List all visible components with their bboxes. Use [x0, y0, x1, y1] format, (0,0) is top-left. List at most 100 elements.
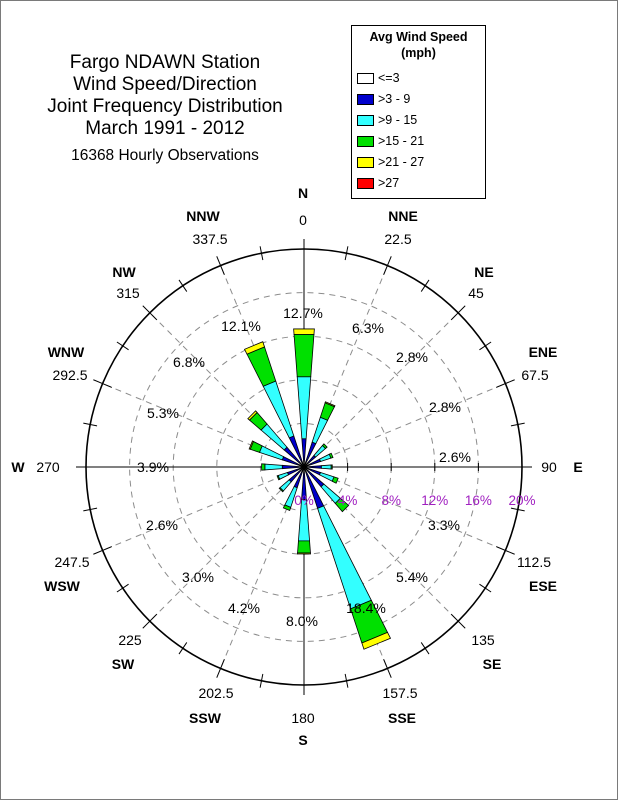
- direction-name-wsw: WSW: [44, 578, 81, 594]
- direction-percent-wnw: 5.3%: [147, 405, 179, 421]
- direction-spoke: [303, 383, 506, 468]
- direction-name-ssw: SSW: [189, 710, 222, 726]
- title-line-4: March 1991 - 2012: [85, 118, 245, 139]
- radial-tick-label: 0%: [294, 493, 314, 508]
- direction-angle-nne: 22.5: [384, 231, 411, 247]
- petal-segment-nnw: [246, 346, 277, 387]
- direction-name-w: W: [11, 459, 25, 475]
- legend-title: Avg Wind Speed (mph): [352, 29, 485, 61]
- petal-segment-ene: [328, 452, 334, 459]
- legend-swatch: [357, 157, 374, 168]
- petal-segment-e: [320, 464, 332, 470]
- legend-swatch: [357, 136, 374, 147]
- radial-tick-label: 8%: [381, 493, 401, 508]
- petal-segment-nne: [311, 416, 329, 445]
- petal-segment-nw: [260, 423, 288, 451]
- direction-angle-sse: 157.5: [382, 685, 417, 701]
- direction-percent-w: 3.9%: [137, 459, 169, 475]
- tick-mark: [216, 658, 225, 678]
- direction-name-wnw: WNW: [48, 344, 85, 360]
- direction-name-sse: SSE: [388, 710, 416, 726]
- tick-mark: [116, 583, 129, 593]
- direction-percent-ne: 2.8%: [396, 349, 428, 365]
- legend-swatch: [357, 73, 374, 84]
- petal-segment-n: [293, 333, 315, 378]
- tick-mark: [450, 613, 466, 629]
- petal-segment-nne: [324, 401, 336, 408]
- petal-segment-e: [330, 464, 333, 470]
- petal-segment-ene: [319, 453, 332, 463]
- petal-segment-sse: [317, 505, 372, 610]
- direction-percent-nw: 6.8%: [173, 354, 205, 370]
- chart-title: Fargo NDAWN Station Wind Speed/Direction…: [20, 52, 310, 165]
- direction-angle-nw: 315: [116, 285, 140, 301]
- direction-name-nnw: NNW: [186, 208, 220, 224]
- legend-title-line-2: (mph): [401, 46, 436, 60]
- direction-spoke: [303, 466, 506, 551]
- direction-percent-sse: 18.4%: [346, 600, 386, 616]
- direction-percent-se: 5.4%: [396, 569, 428, 585]
- direction-percent-nne: 6.3%: [352, 320, 384, 336]
- observation-count: 16368 Hourly Observations: [71, 147, 259, 164]
- direction-angle-e: 90: [541, 459, 557, 475]
- tick-mark: [93, 379, 113, 388]
- petal-segment-wsw: [276, 475, 281, 481]
- tick-mark: [420, 642, 430, 655]
- direction-angle-nnw: 337.5: [192, 231, 227, 247]
- legend-swatch: [357, 115, 374, 126]
- direction-spoke: [149, 466, 305, 622]
- center-point: [301, 464, 307, 470]
- tick-mark: [420, 279, 430, 292]
- direction-name-ne: NE: [474, 264, 493, 280]
- tick-mark: [344, 673, 349, 688]
- petal-segment-ese: [319, 471, 335, 482]
- tick-mark: [479, 341, 492, 351]
- petal-segment-ese: [331, 476, 339, 484]
- petal-segment-nnw: [243, 341, 266, 355]
- direction-angle-w: 270: [36, 459, 60, 475]
- radial-tick-label: 20%: [508, 493, 535, 508]
- direction-spoke: [303, 312, 459, 468]
- tick-mark: [83, 422, 98, 427]
- direction-angle-ne: 45: [468, 285, 484, 301]
- direction-percent-n: 12.7%: [283, 305, 323, 321]
- tick-mark: [450, 305, 466, 321]
- petal-segment-n: [293, 328, 315, 335]
- legend-title-line-1: Avg Wind Speed: [369, 30, 468, 44]
- legend-label: >3 - 9: [378, 92, 411, 106]
- direction-angle-ese: 112.5: [517, 554, 551, 570]
- tick-mark: [510, 507, 525, 512]
- title-line-1: Fargo NDAWN Station: [69, 52, 261, 73]
- direction-percent-s: 8.0%: [286, 613, 318, 629]
- title-line-2: Wind Speed/Direction: [73, 74, 257, 95]
- petal-segment-ne: [321, 443, 328, 450]
- tick-mark: [495, 379, 515, 388]
- tick-mark: [383, 256, 392, 276]
- petal-segment-w: [261, 463, 266, 471]
- tick-mark: [495, 546, 515, 555]
- direction-name-ese: ESE: [529, 578, 557, 594]
- petal-segment-sse: [361, 631, 392, 650]
- petal-segment-wnw: [248, 440, 254, 450]
- petal-segment-ssw: [282, 504, 292, 512]
- petal-segment-n: [296, 376, 312, 440]
- tick-mark: [383, 658, 392, 678]
- petal-segment-s: [297, 552, 311, 555]
- direction-name-se: SE: [483, 656, 502, 672]
- tick-mark: [479, 583, 492, 593]
- radial-tick-label: 4%: [338, 493, 358, 508]
- direction-name-sw: SW: [112, 656, 135, 672]
- direction-angle-n: 0: [299, 212, 307, 228]
- legend-swatch: [357, 94, 374, 105]
- petal-segment-nw: [247, 410, 258, 421]
- direction-percent-e: 2.6%: [439, 449, 471, 465]
- direction-name-n: N: [298, 185, 308, 201]
- tick-mark: [93, 546, 113, 555]
- petal-segment-sw: [278, 487, 284, 493]
- tick-mark: [178, 642, 188, 655]
- tick-mark: [142, 305, 158, 321]
- direction-name-s: S: [298, 732, 307, 748]
- direction-name-nw: NW: [112, 264, 136, 280]
- tick-mark: [142, 613, 158, 629]
